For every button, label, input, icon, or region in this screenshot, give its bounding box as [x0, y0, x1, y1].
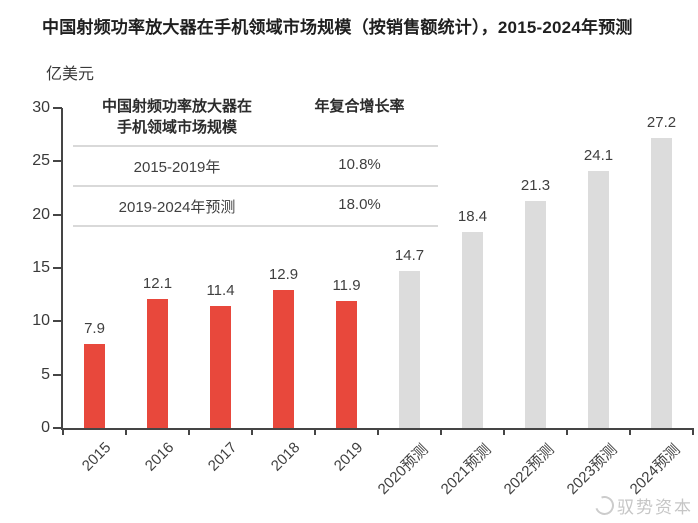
y-axis-tick	[53, 107, 62, 109]
bar-value-label: 14.7	[394, 247, 425, 265]
cagr-period: 2015-2019年	[133, 159, 221, 176]
x-axis-tick	[251, 428, 253, 435]
y-axis-tick	[53, 320, 62, 323]
bar	[336, 301, 357, 428]
x-category-label: 2019	[330, 439, 367, 475]
chart-title: 中国射频功率放大器在手机领域市场规模（按销售额统计），2015-2024年预测	[42, 18, 633, 37]
y-axis-tick-label: 30	[32, 99, 50, 116]
cagr-table-row: 2019-2024年预测 18.0%	[73, 187, 438, 227]
x-axis-tick	[503, 428, 505, 435]
bar-value-label: 11.9	[332, 277, 361, 295]
bar	[525, 200, 546, 428]
bar	[588, 170, 609, 428]
cagr-table-row: 2015-2019年 10.8%	[73, 147, 438, 187]
y-axis-tick-label: 5	[41, 365, 50, 383]
bar-value-label: 7.9	[84, 319, 105, 337]
cagr-table-header-scope: 中国射频功率放大器在 手机领域市场规模	[73, 96, 281, 138]
x-axis-tick	[629, 428, 631, 435]
y-axis-tick	[53, 267, 62, 269]
x-category-label: 2020预测	[374, 441, 432, 498]
watermark: 驭势资本	[591, 492, 693, 519]
bar-value-label: 12.9	[268, 266, 299, 284]
x-category-label: 2016	[141, 439, 178, 475]
bar	[651, 137, 672, 428]
cagr-value: 18.0%	[338, 196, 381, 213]
x-category-label: 2017	[204, 439, 241, 475]
x-axis-tick	[62, 428, 64, 435]
x-axis-tick	[188, 428, 190, 435]
watermark-text: 驭势资本	[617, 498, 693, 517]
x-category-label: 2023预测	[563, 441, 621, 498]
x-axis-tick	[440, 428, 442, 435]
bar-value-label: 24.1	[583, 146, 614, 164]
x-category-label: 2022预测	[500, 441, 558, 498]
y-axis-tick-label: 20	[32, 205, 50, 223]
plot-area: 0 5 10 15 20 25 30 7.9 12.1 11.4 12.9 11.9 14.7 18.4 2…	[32, 99, 694, 436]
x-axis-tick	[692, 428, 694, 435]
y-axis-tick	[53, 427, 62, 429]
bar-value-label: 12.1	[142, 274, 173, 292]
bar	[84, 343, 105, 428]
cagr-table-header-cagr: 年复合增长率	[314, 98, 405, 115]
x-axis-tick	[377, 428, 379, 435]
bar	[462, 231, 483, 428]
bar-value-label: 21.3	[520, 176, 551, 194]
y-axis-tick-label: 0	[41, 419, 50, 436]
cagr-table-header-scope-line1: 中国射频功率放大器在	[102, 98, 253, 115]
bar-value-label: 27.2	[646, 113, 677, 131]
cagr-table-header: 中国射频功率放大器在 手机领域市场规模 年复合增长率	[73, 96, 438, 147]
cagr-table-header-scope-line2: 手机领域市场规模	[117, 119, 238, 136]
x-category-label: 2018	[267, 439, 304, 475]
y-axis-tick	[53, 213, 62, 216]
bar-value-label: 11.4	[206, 282, 235, 300]
cagr-inset-table: 中国射频功率放大器在 手机领域市场规模 年复合增长率 2015-2019年 10…	[73, 96, 438, 227]
x-category-label: 2015	[78, 439, 115, 475]
bar	[399, 271, 420, 428]
y-axis-tick-label: 10	[32, 312, 50, 330]
bar-value-label: 18.4	[457, 207, 488, 225]
bar	[147, 298, 168, 428]
x-category-label: 2021预测	[437, 441, 495, 498]
circle-swirl-logo-icon	[591, 492, 618, 519]
x-axis-tick	[566, 428, 568, 435]
y-axis-tick	[53, 373, 62, 376]
cagr-period: 2019-2024年预测	[118, 199, 236, 216]
x-category-label: 2024预测	[626, 441, 684, 498]
cagr-value: 10.8%	[338, 156, 381, 173]
bar	[210, 306, 231, 428]
bar	[273, 290, 294, 428]
x-axis-tick	[314, 428, 316, 435]
y-axis-tick-label: 15	[32, 259, 50, 276]
y-axis-tick-label: 25	[32, 152, 50, 170]
y-axis-tick	[53, 160, 62, 163]
y-axis-unit-label: 亿美元	[46, 66, 95, 83]
x-axis-tick	[125, 428, 127, 435]
